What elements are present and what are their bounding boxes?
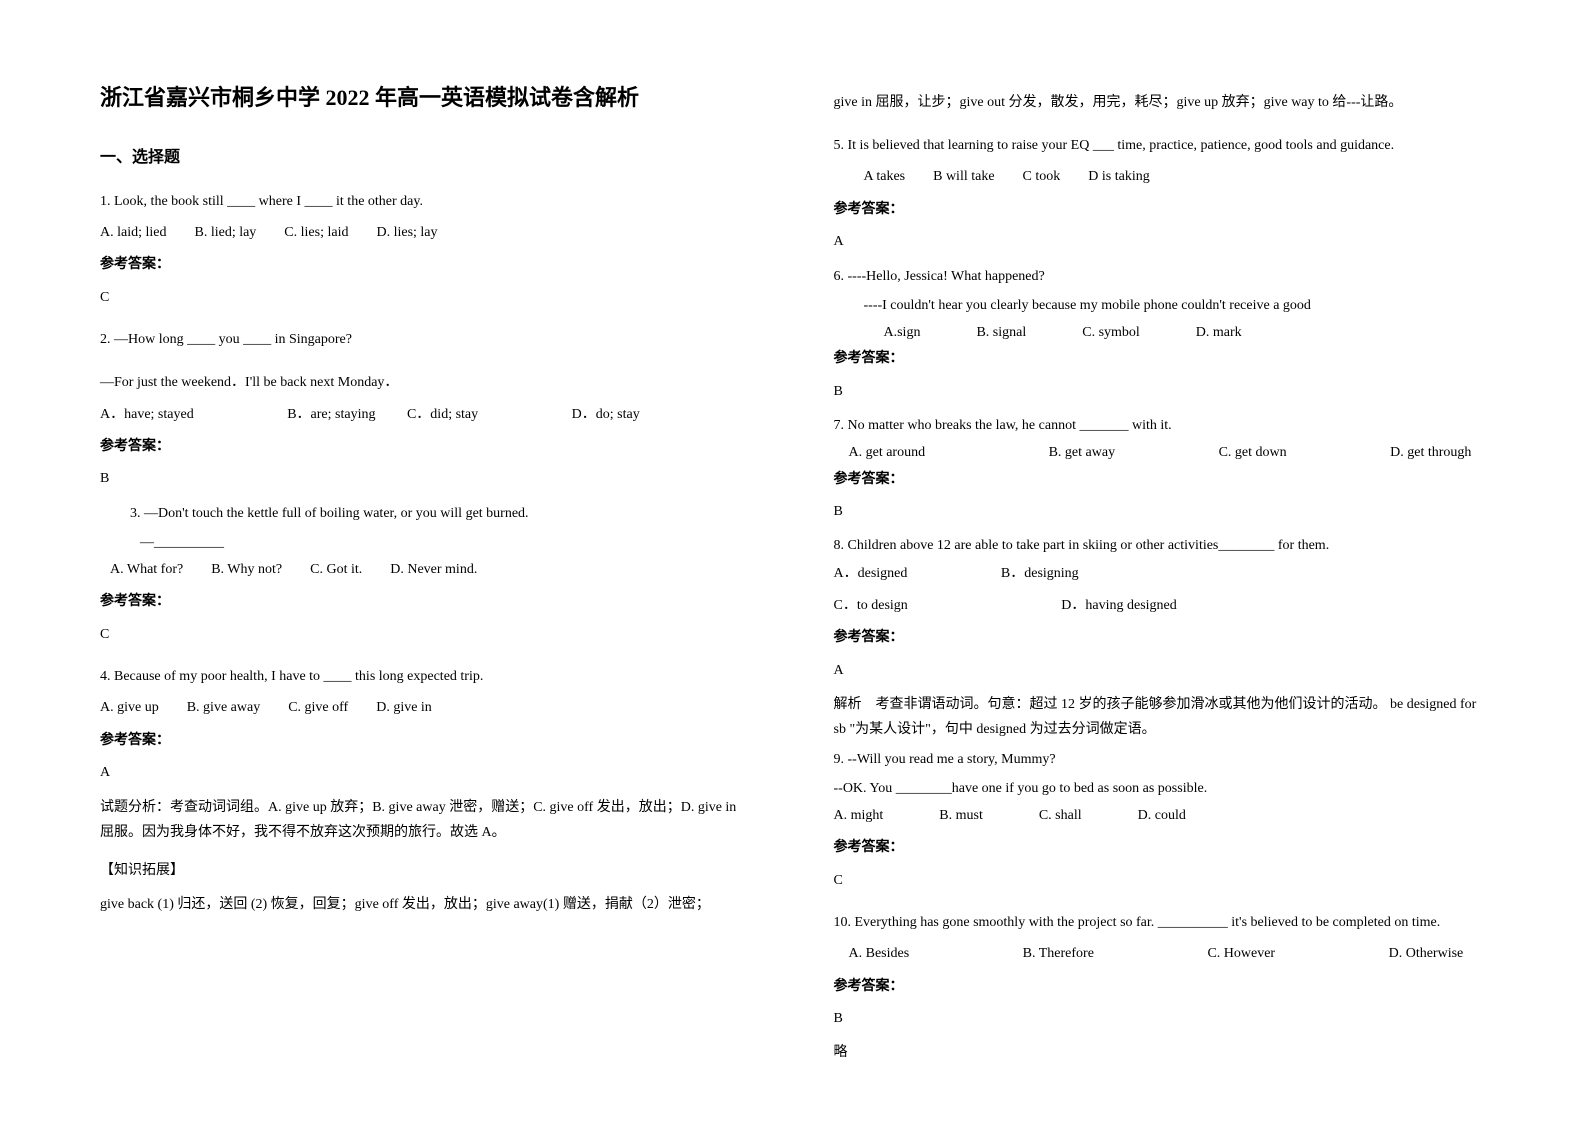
left-column: 浙江省嘉兴市桐乡中学 2022 年高一英语模拟试卷含解析 一、选择题 1. Lo…: [100, 80, 754, 1066]
q3-answer: C: [100, 624, 754, 646]
q10-answer-label: 参考答案：: [834, 976, 1488, 998]
q4-exp-3: give in 屈服，让步；give out 分发，散发，用完，耗尽；give …: [834, 90, 1488, 115]
q10-opt-b: B. Therefore: [1023, 946, 1094, 961]
q5-options: A takes B will take C took D is taking: [834, 166, 1488, 188]
q6-line1: 6. ----Hello, Jessica! What happened?: [834, 264, 1488, 289]
q4-exp-1: 试题分析：考查动词词组。A. give up 放弃；B. give away 泄…: [100, 795, 754, 845]
q9-answer-label: 参考答案：: [834, 837, 1488, 859]
q1-text: 1. Look, the book still ____ where I ___…: [100, 189, 754, 214]
q8-answer-label: 参考答案：: [834, 627, 1488, 649]
q2-answer-label: 参考答案：: [100, 436, 754, 458]
q6-options: A.sign B. signal C. symbol D. mark: [834, 322, 1488, 344]
q2-opt-a: A．have; stayed: [100, 407, 194, 422]
page-container: 浙江省嘉兴市桐乡中学 2022 年高一英语模拟试卷含解析 一、选择题 1. Lo…: [0, 0, 1587, 1106]
document-title: 浙江省嘉兴市桐乡中学 2022 年高一英语模拟试卷含解析: [100, 80, 754, 115]
q1-options: A. laid; lied B. lied; lay C. lies; laid…: [100, 222, 754, 244]
q2-options: A．have; stayed B．are; staying C．did; sta…: [100, 404, 754, 426]
q1-answer-label: 参考答案：: [100, 254, 754, 276]
q4-exp-2: give back (1) 归还，送回 (2) 恢复，回复；give off 发…: [100, 892, 754, 917]
q8-opt-d: D．having designed: [1061, 598, 1176, 613]
q10-opt-d: D. Otherwise: [1389, 946, 1464, 961]
right-column: give in 屈服，让步；give out 分发，散发，用完，耗尽；give …: [834, 80, 1488, 1066]
q8-opt-c: C．to design: [834, 598, 908, 613]
q2-line2: —For just the weekend．I'll be back next …: [100, 370, 754, 395]
q2-opt-c: C．did; stay: [407, 407, 478, 422]
q10-text: 10. Everything has gone smoothly with th…: [834, 910, 1488, 935]
q4-answer: A: [100, 762, 754, 784]
q2-answer: B: [100, 468, 754, 490]
q5-answer-label: 参考答案：: [834, 199, 1488, 221]
q7-answer-label: 参考答案：: [834, 469, 1488, 491]
q8-text: 8. Children above 12 are able to take pa…: [834, 533, 1488, 558]
q8-opt-a: A．designed: [834, 566, 908, 581]
q4-options: A. give up B. give away C. give off D. g…: [100, 697, 754, 719]
q7-answer: B: [834, 501, 1488, 523]
q5-text: 5. It is believed that learning to raise…: [834, 133, 1488, 158]
q4-answer-label: 参考答案：: [100, 730, 754, 752]
q10-answer: B: [834, 1008, 1488, 1030]
q9-line2: --OK. You ________have one if you go to …: [834, 776, 1488, 801]
q7-options: A. get around B. get away C. get down D.…: [834, 442, 1488, 464]
q7-opt-d: D. get through: [1390, 445, 1471, 460]
q8-answer: A: [834, 660, 1488, 682]
q9-line1: 9. --Will you read me a story, Mummy?: [834, 747, 1488, 772]
q10-opt-c: C. However: [1207, 946, 1275, 961]
q8-opt-b: B．designing: [1001, 566, 1079, 581]
q3-line1: 3. —Don't touch the kettle full of boili…: [100, 501, 754, 526]
q6-line2: ----I couldn't hear you clearly because …: [834, 293, 1488, 318]
q6-answer: B: [834, 381, 1488, 403]
q9-answer: C: [834, 870, 1488, 892]
q9-options: A. might B. must C. shall D. could: [834, 805, 1488, 827]
q7-text: 7. No matter who breaks the law, he cann…: [834, 413, 1488, 438]
q8-options-row2: C．to design D．having designed: [834, 595, 1488, 617]
q2-opt-d: D．do; stay: [572, 407, 640, 422]
q7-opt-c: C. get down: [1219, 445, 1287, 460]
q7-opt-a: A. get around: [849, 445, 926, 460]
q3-options: A. What for? B. Why not? C. Got it. D. N…: [110, 559, 754, 581]
q10-opt-a: A. Besides: [849, 946, 910, 961]
q8-options-row1: A．designed B．designing: [834, 563, 1488, 585]
q4-knowledge-ext: 【知识拓展】: [100, 860, 754, 882]
q6-answer-label: 参考答案：: [834, 348, 1488, 370]
q2-line1: 2. —How long ____ you ____ in Singapore?: [100, 327, 754, 352]
section-1-heading: 一、选择题: [100, 145, 754, 171]
q8-exp: 解析 考查非谓语动词。句意：超过 12 岁的孩子能够参加滑冰或其他为他们设计的活…: [834, 692, 1488, 742]
q1-answer: C: [100, 287, 754, 309]
q5-answer: A: [834, 231, 1488, 253]
q10-lve: 略: [834, 1040, 1488, 1065]
q10-options: A. Besides B. Therefore C. However D. Ot…: [834, 943, 1488, 965]
q3-answer-label: 参考答案：: [100, 591, 754, 613]
q7-opt-b: B. get away: [1049, 445, 1115, 460]
q3-line2: —__________: [110, 530, 754, 555]
q2-opt-b: B．are; staying: [287, 407, 375, 422]
q4-text: 4. Because of my poor health, I have to …: [100, 664, 754, 689]
